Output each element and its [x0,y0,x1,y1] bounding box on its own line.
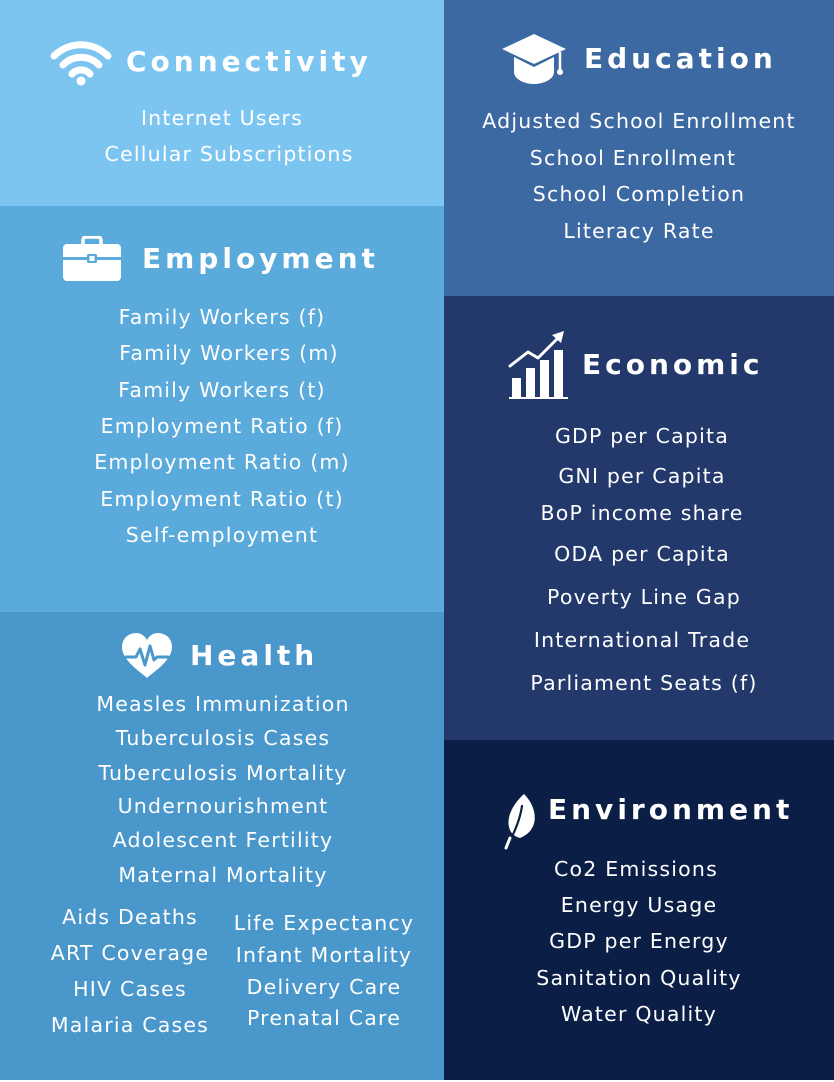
health-header: Health [120,632,318,680]
list-item: Water Quality [561,1002,717,1026]
list-item: Measles Immunization [96,692,350,716]
list-item: Employment Ratio (m) [94,450,350,474]
list-item: Prenatal Care [246,1006,402,1030]
heart-pulse-icon [122,633,172,678]
list-item: Aids Deaths [62,905,198,929]
list-item: Infant Mortality [235,943,413,967]
environment-panel: Environment Co2 Emissions Energy Usage G… [444,740,834,1080]
list-item: School Enrollment [529,146,737,170]
list-item: School Completion [532,182,746,206]
list-item: Employment Ratio (t) [100,487,344,511]
list-item: Family Workers (f) [118,305,326,329]
list-item: Tuberculosis Cases [115,726,331,750]
economic-title: Economic [582,348,764,381]
health-panel: Health Measles Immunization Tuberculosis… [0,612,444,1080]
list-item: BoP income share [540,501,744,525]
list-item: GDP per Energy [549,929,729,953]
connectivity-header: Connectivity [50,38,372,86]
list-item: Cellular Subscriptions [104,142,354,166]
list-item: Malaria Cases [50,1013,210,1037]
connectivity-title: Connectivity [126,45,372,78]
list-item: Self-employment [125,523,319,547]
employment-panel: Employment Family Workers (f) Family Wor… [0,206,444,612]
list-item: Employment Ratio (f) [100,414,344,438]
environment-title: Environment [548,793,794,826]
health-title: Health [190,639,319,672]
list-item: HIV Cases [73,977,187,1001]
list-item: GDP per Capita [554,424,730,448]
list-item: Literacy Rate [563,219,715,243]
list-item: Family Workers (t) [118,378,326,402]
list-item: Undernourishment [117,794,329,818]
connectivity-panel: Connectivity Internet Users Cellular Sub… [0,0,444,206]
education-panel: Education Adjusted School Enrollment Sch… [444,0,834,296]
list-item: GNI per Capita [558,464,726,488]
health-left-column: Aids Deaths ART Coverage HIV Cases Malar… [30,612,230,1080]
health-right-column: Life Expectancy Infant Mortality Deliver… [224,612,424,1080]
briefcase-icon [63,236,121,281]
economic-panel: Economic GDP per Capita GNI per Capita B… [444,296,834,740]
employment-header: Employment [62,236,379,282]
wifi-icon [50,41,112,86]
list-item: Maternal Mortality [118,863,328,887]
bar-chart-growth-icon [508,331,568,399]
environment-header: Environment [502,792,793,850]
list-item: Life Expectancy [233,911,415,935]
list-item: Poverty Line Gap [547,585,741,609]
list-item: ODA per Capita [554,542,730,566]
employment-title: Employment [142,242,379,275]
leaf-icon [504,794,535,850]
list-item: Adjusted School Enrollment [482,109,796,133]
list-item: Co2 Emissions [554,857,718,881]
list-item: International Trade [533,628,751,652]
education-header: Education [500,32,777,86]
list-item: Energy Usage [560,893,718,917]
list-item: Parliament Seats (f) [530,671,758,695]
list-item: Internet Users [140,106,304,130]
education-title: Education [584,42,777,75]
list-item: Delivery Care [246,975,402,999]
economic-header: Economic [508,330,764,400]
list-item: Adolescent Fertility [112,828,334,852]
list-item: ART Coverage [50,941,210,965]
list-item: Sanitation Quality [536,966,742,990]
graduation-cap-icon [502,34,566,84]
list-item: Tuberculosis Mortality [98,761,348,785]
list-item: Family Workers (m) [119,341,339,365]
